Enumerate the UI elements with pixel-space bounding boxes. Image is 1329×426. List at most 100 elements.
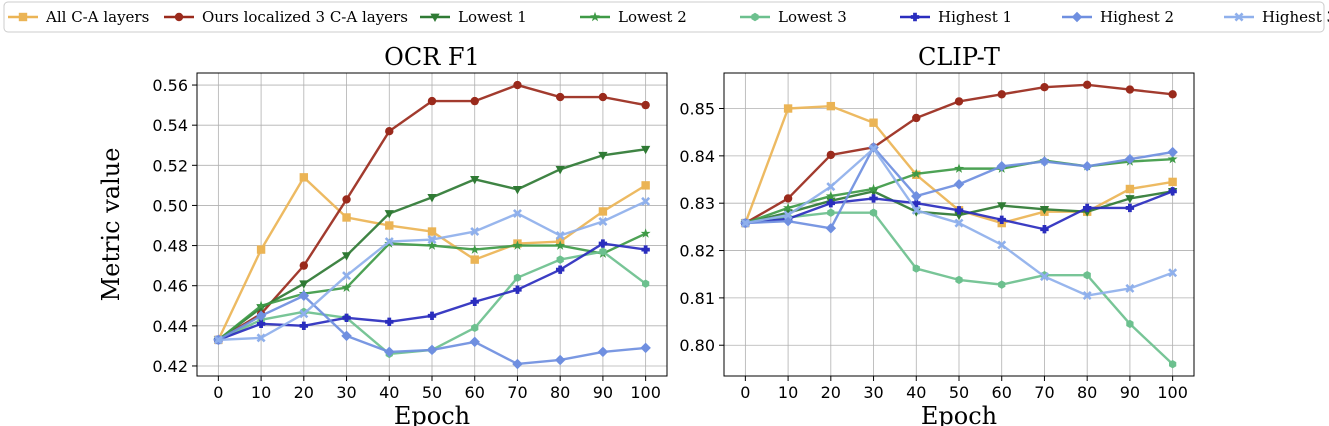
point-highest-3 <box>954 218 964 228</box>
point-highest-2 <box>554 354 566 366</box>
point-lowest-2 <box>825 190 836 201</box>
chart-title: CLIP-T <box>918 43 1000 71</box>
point-ours-localized-3-c-a-layers <box>1040 83 1049 92</box>
point-ours-localized-3-c-a-layers <box>641 100 650 110</box>
x-tick-label: 80 <box>550 383 570 402</box>
x-tick-label: 50 <box>949 383 969 402</box>
chart-ocr-f1: 0 10 20 30 40 50 60 70 80 90 100 0.42 0.44 0.46 0.48 0.… <box>97 43 668 426</box>
point-ours-localized-3-c-a-layers <box>299 261 309 270</box>
y-tick-label: 0.48 <box>152 237 188 256</box>
point-lowest-2 <box>783 202 794 213</box>
point-highest-3 <box>783 210 793 220</box>
point-ours-localized-3-c-a-layers <box>427 96 437 106</box>
point-ours-localized-3-c-a-layers <box>385 126 394 136</box>
legend-label-lowest-3: Lowest 3 <box>778 8 847 26</box>
point-highest-2 <box>426 344 438 356</box>
point-lowest-1 <box>598 151 608 161</box>
point-highest-1 <box>641 245 650 254</box>
x-axis-label: Epoch <box>921 402 997 426</box>
y-tick-label: 0.52 <box>152 156 188 175</box>
point-highest-1 <box>869 194 878 203</box>
x-tick-label: 50 <box>422 383 442 402</box>
x-tick-label: 90 <box>593 383 613 402</box>
point-all-c-a-layers <box>256 245 266 254</box>
y-tick-label: 0.80 <box>679 336 715 355</box>
legend-frame <box>3 1 1325 33</box>
point-highest-3 <box>740 218 750 228</box>
y-tick-label: 0.56 <box>152 76 188 95</box>
point-ours-localized-3-c-a-layers <box>470 96 479 106</box>
point-highest-2 <box>996 161 1007 172</box>
point-highest-1 <box>997 215 1006 224</box>
point-lowest-3 <box>827 208 835 217</box>
y-tick-label: 0.81 <box>679 289 715 308</box>
y-tick-label: 0.83 <box>679 194 715 213</box>
y-tick-label: 0.85 <box>679 100 715 119</box>
point-highest-2 <box>341 330 352 342</box>
legend-marker-lowest-3 <box>751 12 759 22</box>
x-tick-label: 20 <box>821 383 841 402</box>
point-highest-3 <box>512 208 522 218</box>
x-tick-label: 100 <box>630 383 661 402</box>
legend-label-highest-3: Highest 3 <box>1262 8 1329 26</box>
point-highest-2 <box>911 190 922 202</box>
point-ours-localized-3-c-a-layers <box>954 97 964 106</box>
point-lowest-2 <box>469 244 480 254</box>
point-lowest-3 <box>556 255 564 264</box>
legend-marker-highest-3 <box>1234 12 1244 22</box>
point-highest-1 <box>555 265 565 274</box>
point-lowest-1 <box>1082 208 1092 217</box>
y-tick-label: 0.54 <box>152 116 188 135</box>
point-highest-3 <box>342 271 352 281</box>
x-tick-label: 70 <box>507 383 527 402</box>
point-highest-3 <box>911 205 921 215</box>
point-ours-localized-3-c-a-layers <box>1125 85 1135 94</box>
point-highest-1 <box>826 198 836 208</box>
point-lowest-2 <box>341 282 352 292</box>
point-lowest-2 <box>427 240 437 250</box>
legend-label-highest-2: Highest 2 <box>1100 8 1174 26</box>
point-all-c-a-layers <box>826 101 836 111</box>
point-highest-1 <box>427 311 437 321</box>
point-lowest-2 <box>911 168 922 179</box>
x-tick-label: 70 <box>1034 383 1054 402</box>
x-tick-label: 80 <box>1077 383 1097 402</box>
point-ours-localized-3-c-a-layers <box>912 113 921 123</box>
point-lowest-1 <box>512 186 523 195</box>
point-lowest-2 <box>640 228 651 238</box>
x-tick-label: 100 <box>1157 383 1188 402</box>
point-all-c-a-layers <box>427 227 437 236</box>
point-lowest-1 <box>1125 195 1135 204</box>
legend: All C-A layers Ours localized 3 C-A layer… <box>3 1 1329 33</box>
x-tick-label: 90 <box>1120 383 1140 402</box>
point-highest-1 <box>299 321 309 331</box>
point-highest-2 <box>512 358 523 370</box>
point-lowest-3 <box>955 275 963 285</box>
point-highest-2 <box>1167 146 1178 158</box>
point-ours-localized-3-c-a-layers <box>1082 80 1092 90</box>
legend-label-ours-localized-3-c-a-layers: Ours localized 3 C-A layers <box>202 8 408 26</box>
x-tick-label: 60 <box>465 383 485 402</box>
point-lowest-1 <box>299 280 309 289</box>
legend-marker-lowest-1 <box>430 13 440 23</box>
point-highest-3 <box>555 231 565 241</box>
point-highest-1 <box>598 239 608 248</box>
x-tick-label: 10 <box>251 383 271 402</box>
point-ours-localized-3-c-a-layers <box>1168 90 1177 99</box>
point-lowest-3 <box>599 247 607 256</box>
point-lowest-1 <box>954 211 964 221</box>
point-highest-3 <box>1125 283 1135 293</box>
point-highest-3 <box>1168 268 1178 278</box>
x-tick-label: 20 <box>294 383 314 402</box>
point-ours-localized-3-c-a-layers <box>555 92 565 102</box>
point-all-c-a-layers <box>470 255 479 264</box>
point-lowest-3 <box>641 279 650 288</box>
legend-label-lowest-2: Lowest 2 <box>618 8 687 26</box>
legend-marker-ours-localized-3-c-a-layers <box>174 12 184 22</box>
chart-title: OCR F1 <box>384 43 480 71</box>
point-highest-2 <box>1039 156 1050 167</box>
point-highest-1 <box>954 206 964 215</box>
point-ours-localized-3-c-a-layers <box>783 194 793 203</box>
point-highest-3 <box>641 196 651 206</box>
